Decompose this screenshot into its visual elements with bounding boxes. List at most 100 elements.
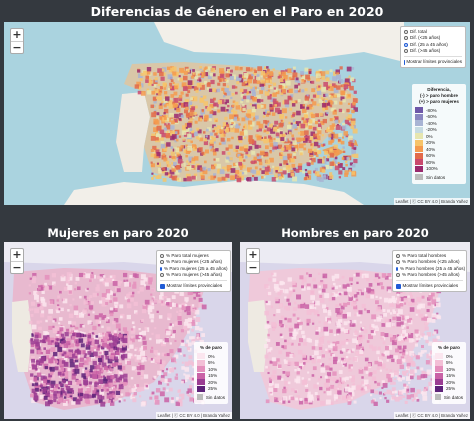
layer-option-1[interactable]: % Paro mujeres (<25 años)	[160, 259, 227, 265]
main-map-title: Diferencias de Género en el Paro en 2020	[90, 4, 384, 19]
legend-swatch	[415, 159, 423, 166]
legend-swatch	[415, 174, 423, 181]
legend-label: -60%	[426, 114, 437, 120]
province-borders-toggle[interactable]: Mostrar límites provinciales	[160, 283, 227, 289]
zoom-out-button[interactable]: −	[247, 261, 259, 274]
legend-entry: 15%	[197, 372, 225, 380]
province-borders-toggle[interactable]: Mostrar límites provinciales	[396, 283, 463, 289]
legend-entry: 0%	[415, 133, 463, 140]
legend-entry: 10%	[435, 366, 463, 373]
zoom-in-button[interactable]: +	[248, 248, 258, 261]
gender-difference-map[interactable]: + − Dif. total Dif. (<25 años) Dif. (25 …	[4, 22, 470, 205]
legend-label: 20%	[446, 379, 456, 385]
legend-label: Sin datos	[443, 394, 463, 400]
women-unemployment-map[interactable]: + − % Paro total mujeres % Paro mujeres …	[4, 242, 232, 419]
legend-label: 80%	[426, 159, 436, 165]
legend-swatch	[435, 379, 443, 386]
layer-control: Dif. total Dif. (<25 años) Dif. (25 a 45…	[400, 26, 466, 69]
radio-selected-icon[interactable]	[396, 266, 398, 271]
legend-label: 100%	[426, 166, 438, 172]
legend-no-data: Sin datos	[415, 174, 463, 181]
radio-icon[interactable]	[396, 260, 400, 265]
legend-entry: 25%	[435, 385, 463, 393]
checkbox-checked-icon[interactable]	[396, 284, 401, 289]
zoom-out-button[interactable]: −	[11, 261, 23, 274]
legend-entry: 20%	[435, 379, 463, 386]
legend-label: 15%	[446, 373, 456, 379]
layer-option-3[interactable]: Dif. (>45 años)	[404, 48, 462, 54]
legend-entry: 60%	[415, 152, 463, 160]
radio-icon[interactable]	[396, 273, 400, 278]
legend-entry: 5%	[435, 359, 463, 367]
men-unemployment-map[interactable]: + − % Paro total hombres % Paro hombres …	[240, 242, 470, 419]
legend-swatch	[197, 353, 205, 360]
legend-label: 10%	[208, 366, 218, 372]
layer-option-1[interactable]: % Paro hombres (<25 años)	[396, 259, 463, 265]
checkbox-checked-icon[interactable]	[160, 284, 165, 289]
legend-label: -80%	[426, 107, 437, 113]
radio-icon[interactable]	[160, 254, 164, 259]
divider	[404, 56, 462, 58]
map-legend: % de paro 0% 5% 10% 15% 20% 25% Sin datos	[432, 342, 466, 404]
radio-icon[interactable]	[404, 49, 408, 54]
layer-option-3[interactable]: % Paro hombres (>45 años)	[396, 272, 463, 278]
legend-entries: 0% 5% 10% 15% 20% 25% Sin datos	[435, 353, 463, 401]
layer-option-0[interactable]: % Paro total hombres	[396, 253, 463, 259]
municipality-dots	[28, 272, 207, 407]
legend-entry: 15%	[435, 372, 463, 380]
legend-swatch	[435, 385, 443, 392]
legend-label: 20%	[426, 140, 436, 146]
map-attribution: Leaflet | ⓒ CC BY 4.0 | Branda Yañez	[155, 412, 232, 419]
legend-label: 10%	[446, 366, 456, 372]
layer-option-1[interactable]: Dif. (<25 años)	[404, 35, 462, 41]
map-legend: % de paro 0% 5% 10% 15% 20% 25% Sin datos	[194, 342, 228, 404]
layer-option-3[interactable]: % Paro mujeres (>45 años)	[160, 272, 227, 278]
legend-entry: 25%	[197, 385, 225, 393]
radio-icon[interactable]	[160, 260, 164, 265]
legend-entry: 10%	[197, 366, 225, 373]
zoom-out-button[interactable]: −	[11, 41, 23, 54]
layer-option-0[interactable]: Dif. total	[404, 29, 462, 35]
legend-swatch	[415, 139, 423, 146]
legend-label: Sin datos	[426, 174, 446, 180]
legend-entries: -80% -60% -40% -20% 0% 20% 40% 60% 80% 100% Sin da…	[415, 107, 463, 181]
radio-icon[interactable]	[396, 254, 400, 259]
layer-option-2[interactable]: % Paro hombres (25 a 45 años)	[396, 266, 465, 272]
layer-option-0[interactable]: % Paro total mujeres	[160, 253, 227, 259]
radio-icon[interactable]	[160, 273, 164, 278]
radio-selected-icon[interactable]	[160, 266, 162, 271]
legend-label: 0%	[446, 353, 453, 359]
zoom-in-button[interactable]: +	[12, 248, 22, 261]
province-borders-toggle[interactable]: Mostrar límites provinciales	[404, 59, 462, 65]
municipality-dots	[134, 66, 359, 183]
legend-entry: 20%	[415, 139, 463, 147]
legend-entry: 0%	[197, 353, 225, 360]
legend-swatch	[435, 372, 443, 379]
legend-title: % de paro	[200, 345, 222, 350]
zoom-control: + −	[10, 248, 24, 274]
legend-entry: -80%	[415, 107, 463, 114]
legend-label: -40%	[426, 120, 437, 126]
zoom-in-button[interactable]: +	[12, 28, 22, 41]
women-map-title: Mujeres en paro 2020	[47, 226, 189, 240]
legend-swatch	[197, 366, 205, 373]
legend-swatch	[415, 113, 423, 120]
radio-icon[interactable]	[404, 36, 408, 41]
legend-entries: 0% 5% 10% 15% 20% 25% Sin datos	[197, 353, 225, 401]
legend-entry: 80%	[415, 159, 463, 166]
legend-swatch	[197, 385, 205, 392]
legend-label: 5%	[446, 360, 453, 366]
radio-selected-icon[interactable]	[404, 42, 408, 47]
legend-label: Sin datos	[205, 394, 225, 400]
layer-option-2[interactable]: Dif. (25 a 45 años)	[404, 42, 462, 48]
legend-swatch	[435, 394, 441, 401]
map-attribution: Leaflet | ⓒ CC BY 4.0 | Branda Yañez	[393, 412, 470, 419]
legend-swatch	[415, 152, 423, 159]
legend-entry: 100%	[415, 165, 463, 173]
men-map-title: Hombres en paro 2020	[281, 226, 429, 240]
radio-icon[interactable]	[404, 30, 408, 35]
legend-label: 25%	[446, 386, 456, 392]
legend-label: -20%	[426, 127, 437, 133]
legend-entry: 20%	[197, 379, 225, 386]
layer-option-2[interactable]: % Paro mujeres (25 a 45 años)	[160, 266, 228, 272]
